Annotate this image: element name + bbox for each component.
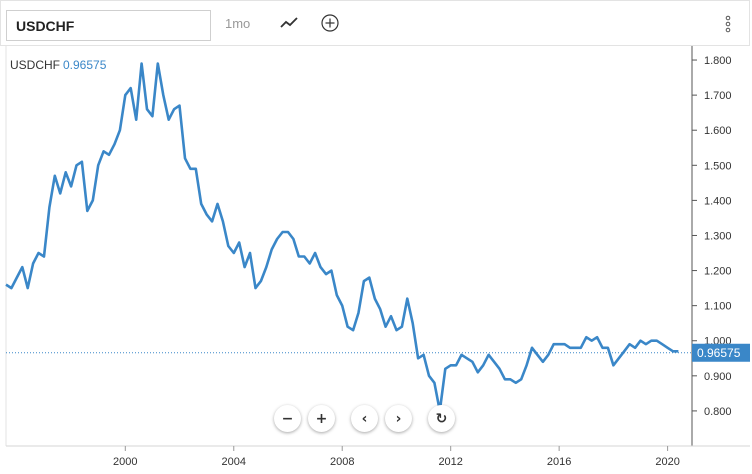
x-tick-label: 2020: [655, 456, 679, 468]
y-tick-label: 1.700: [704, 90, 732, 102]
series-name: USDCHF: [10, 58, 60, 72]
x-tick-label: 2016: [547, 456, 571, 468]
y-tick-label: 1.600: [704, 125, 732, 137]
line-chart-icon[interactable]: [279, 13, 299, 38]
vertical-dots-icon[interactable]: [725, 15, 731, 38]
y-tick-label: 0.800: [704, 406, 732, 418]
series-line-usdchf: [5, 62, 679, 413]
y-tick-label: 1.800: [704, 55, 732, 67]
period-selector[interactable]: 1mo: [225, 16, 251, 31]
chart-toolbar: USDCHF 1mo: [0, 0, 750, 46]
zoom-in-button[interactable]: +: [308, 405, 335, 432]
y-tick-label: 1.100: [704, 301, 732, 313]
zoom-out-button[interactable]: −: [274, 405, 301, 432]
series-legend: USDCHF 0.96575: [10, 58, 106, 72]
last-value-badge-text: 0.96575: [697, 346, 741, 360]
x-tick-label: 2004: [222, 456, 246, 468]
price-chart[interactable]: 0.8000.9001.0001.1001.2001.3001.4001.500…: [0, 46, 752, 474]
reset-zoom-button[interactable]: ↻: [428, 405, 455, 432]
scroll-left-button[interactable]: ‹: [351, 405, 378, 432]
y-tick-label: 1.500: [704, 160, 732, 172]
series-current-value: 0.96575: [63, 58, 107, 72]
x-tick-label: 2000: [113, 456, 137, 468]
y-tick-label: 1.200: [704, 266, 732, 278]
plus-circle-icon[interactable]: [320, 13, 340, 38]
y-tick-label: 1.300: [704, 230, 732, 242]
x-tick-label: 2008: [330, 456, 354, 468]
x-tick-label: 2012: [438, 456, 462, 468]
last-value-badge: [692, 343, 750, 362]
symbol-input[interactable]: USDCHF: [6, 10, 211, 41]
y-tick-label: 0.900: [704, 371, 732, 383]
y-tick-label: 1.400: [704, 195, 732, 207]
scroll-right-button[interactable]: ›: [385, 405, 412, 432]
